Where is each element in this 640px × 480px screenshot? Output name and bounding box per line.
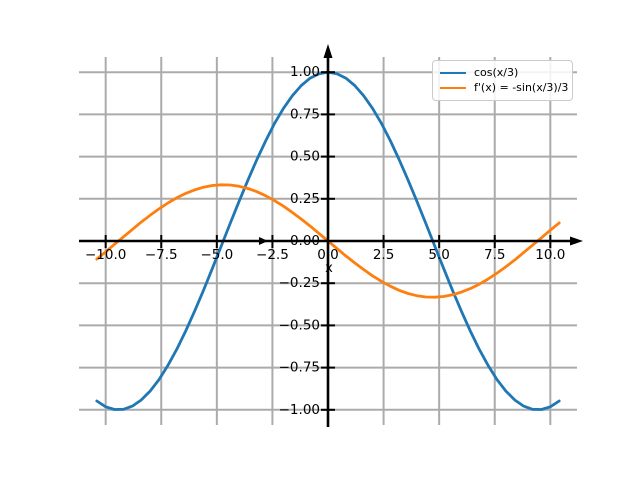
legend: cos(x/3) f'(x) = -sin(x/3)/3	[432, 60, 573, 101]
y-tick-label: −1.00	[279, 402, 320, 418]
y-axis-arrowhead-icon	[323, 44, 333, 58]
x-tick-label: −7.5	[145, 247, 178, 263]
legend-label-derivative: f'(x) = -sin(x/3)/3	[474, 81, 569, 94]
y-tick-label: −0.25	[279, 275, 320, 291]
y-tick-label: 0.75	[290, 106, 320, 122]
x-tick-label: −10.0	[85, 247, 126, 263]
x-tick-label: −5.0	[200, 247, 233, 263]
x-tick-label: 7.5	[484, 247, 505, 263]
x-tick-label: 2.5	[373, 247, 394, 263]
x-axis-arrowhead-icon	[570, 236, 583, 246]
legend-line-sample-derivative	[440, 86, 466, 89]
x-axis-inner-arrowhead-icon	[258, 237, 268, 245]
y-tick-label: −0.50	[279, 317, 320, 333]
legend-line-sample-cos	[440, 71, 466, 74]
legend-label-cos: cos(x/3)	[474, 66, 519, 79]
x-tick-label: −2.5	[256, 247, 289, 263]
x-tick-label: 5.0	[428, 247, 449, 263]
legend-entry-cos: cos(x/3)	[440, 65, 566, 80]
legend-entry-derivative: f'(x) = -sin(x/3)/3	[440, 80, 569, 95]
y-tick-label: 0.50	[290, 149, 320, 165]
x-tick-label: 10.0	[535, 247, 565, 263]
y-tick-label: 0.25	[290, 191, 320, 207]
y-tick-label: −0.75	[279, 360, 320, 376]
y-tick-label: 1.00	[290, 64, 320, 80]
